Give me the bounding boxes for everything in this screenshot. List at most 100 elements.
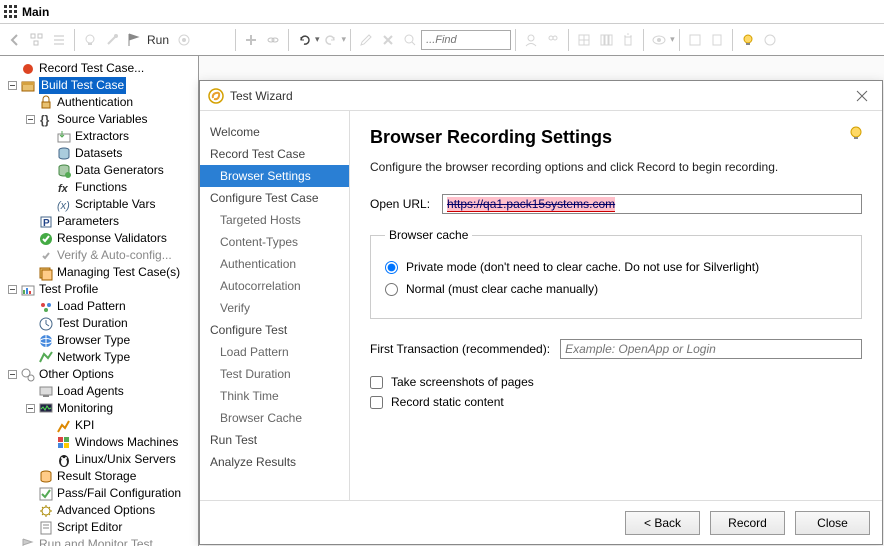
gear-icon[interactable] xyxy=(174,30,194,50)
grid-icon[interactable] xyxy=(574,30,594,50)
tree-item[interactable]: {}Source Variables xyxy=(2,111,196,128)
tree-expander[interactable] xyxy=(6,284,18,296)
first-transaction-input[interactable] xyxy=(560,339,862,359)
tree-item[interactable]: fx Functions xyxy=(2,179,196,196)
tree-expander[interactable] xyxy=(6,80,18,92)
wizard-close-button[interactable] xyxy=(850,84,874,108)
tree-item[interactable]: Windows Machines xyxy=(2,434,196,451)
tree-item[interactable]: Datasets xyxy=(2,145,196,162)
tree-item[interactable]: Managing Test Case(s) xyxy=(2,264,196,281)
wizard-nav-item[interactable]: Configure Test Case xyxy=(200,187,349,209)
tree-item[interactable]: Test Profile xyxy=(2,281,196,298)
tree-icon[interactable] xyxy=(27,30,47,50)
settings-icon[interactable] xyxy=(760,30,780,50)
eye-icon[interactable] xyxy=(649,30,669,50)
wizard-nav-item[interactable]: Run Test xyxy=(200,429,349,451)
edit-icon[interactable] xyxy=(356,30,376,50)
back-button[interactable]: < Back xyxy=(625,511,700,535)
bulb-icon[interactable] xyxy=(80,30,100,50)
tree-item[interactable]: Load Agents xyxy=(2,383,196,400)
doc-icon[interactable] xyxy=(707,30,727,50)
profile-icon xyxy=(20,282,36,298)
undo-icon[interactable] xyxy=(294,30,314,50)
record-button[interactable]: Record xyxy=(710,511,785,535)
list-icon[interactable] xyxy=(49,30,69,50)
svg-text:fx: fx xyxy=(58,183,69,195)
user-icon[interactable] xyxy=(521,30,541,50)
wizard-nav-item[interactable]: Authentication xyxy=(200,253,349,275)
wizard-nav-item[interactable]: Content-Types xyxy=(200,231,349,253)
tree-item[interactable]: KPI xyxy=(2,417,196,434)
add-icon[interactable] xyxy=(241,30,261,50)
wizard-title-bar: Test Wizard xyxy=(200,81,882,111)
wand-icon[interactable] xyxy=(102,30,122,50)
tree-item[interactable]: Network Type xyxy=(2,349,196,366)
wizard-nav-item[interactable]: Welcome xyxy=(200,121,349,143)
wizard-nav-item[interactable]: Autocorrelation xyxy=(200,275,349,297)
first-transaction-label: First Transaction (recommended): xyxy=(370,342,550,356)
wizard-nav-item[interactable]: Browser Cache xyxy=(200,407,349,429)
find-input[interactable] xyxy=(421,30,511,50)
back-icon[interactable] xyxy=(5,30,25,50)
tree-item[interactable]: Monitoring xyxy=(2,400,196,417)
radio-private-mode[interactable] xyxy=(385,261,398,274)
link-icon[interactable] xyxy=(263,30,283,50)
salt-icon[interactable] xyxy=(618,30,638,50)
tree-item[interactable]: Browser Type xyxy=(2,332,196,349)
tree-expander[interactable] xyxy=(24,114,36,126)
close-button[interactable]: Close xyxy=(795,511,870,535)
tree-item[interactable]: Data Generators xyxy=(2,162,196,179)
tree-item[interactable]: Run and Monitor Test... xyxy=(2,536,196,546)
tree-item[interactable]: Other Options xyxy=(2,366,196,383)
tree-expander[interactable] xyxy=(6,369,18,381)
tree-label: Functions xyxy=(75,179,127,196)
radio-normal-mode[interactable] xyxy=(385,283,398,296)
columns-icon[interactable] xyxy=(596,30,616,50)
bulb2-icon[interactable] xyxy=(738,30,758,50)
tree-item[interactable]: Authentication xyxy=(2,94,196,111)
run-label[interactable]: Run xyxy=(147,33,169,47)
wizard-nav-item[interactable]: Browser Settings xyxy=(200,165,349,187)
separator xyxy=(74,29,75,51)
tree-item[interactable]: Extractors xyxy=(2,128,196,145)
tree-item[interactable]: Script Editor xyxy=(2,519,196,536)
tree-item[interactable]: PParameters xyxy=(2,213,196,230)
tree-item[interactable]: Linux/Unix Servers xyxy=(2,451,196,468)
wizard-nav-item[interactable]: Targeted Hosts xyxy=(200,209,349,231)
tree-label: Linux/Unix Servers xyxy=(75,451,176,468)
redo-icon[interactable] xyxy=(321,30,341,50)
run-flag-icon[interactable] xyxy=(124,30,144,50)
svg-text:(x): (x) xyxy=(57,200,70,212)
table-icon[interactable] xyxy=(685,30,705,50)
wizard-nav-item[interactable]: Record Test Case xyxy=(200,143,349,165)
cache-legend: Browser cache xyxy=(385,228,472,242)
open-url-input[interactable]: https://qa1.pack15systems.com xyxy=(442,194,862,214)
wizard-nav-item[interactable]: Think Time xyxy=(200,385,349,407)
search-icon[interactable] xyxy=(400,30,420,50)
tree-item[interactable]: (x)Scriptable Vars xyxy=(2,196,196,213)
wizard-nav-item[interactable]: Load Pattern xyxy=(200,341,349,363)
help-bulb-icon[interactable] xyxy=(848,125,864,144)
wizard-nav-item[interactable]: Test Duration xyxy=(200,363,349,385)
tree-item[interactable]: Result Storage xyxy=(2,468,196,485)
tree-item[interactable]: Advanced Options xyxy=(2,502,196,519)
delete-icon[interactable] xyxy=(378,30,398,50)
users-icon[interactable] xyxy=(543,30,563,50)
tree-item[interactable]: Load Pattern xyxy=(2,298,196,315)
gears-icon xyxy=(20,367,36,383)
tree-label: Response Validators xyxy=(57,230,167,247)
tree-expander[interactable] xyxy=(24,403,36,415)
tree-label: Advanced Options xyxy=(57,502,155,519)
wizard-nav-item[interactable]: Configure Test xyxy=(200,319,349,341)
tree-item[interactable]: Record Test Case... xyxy=(2,60,196,77)
checkbox-static-content[interactable] xyxy=(370,396,383,409)
tree-item[interactable]: Test Duration xyxy=(2,315,196,332)
tree-item[interactable]: Response Validators xyxy=(2,230,196,247)
tree-item[interactable]: Verify & Auto-config... xyxy=(2,247,196,264)
tree-item[interactable]: Build Test Case xyxy=(2,77,196,94)
checkbox-screenshots[interactable] xyxy=(370,376,383,389)
wizard-nav-item[interactable]: Verify xyxy=(200,297,349,319)
tree-label: KPI xyxy=(75,417,94,434)
wizard-nav-item[interactable]: Analyze Results xyxy=(200,451,349,473)
tree-item[interactable]: Pass/Fail Configuration xyxy=(2,485,196,502)
